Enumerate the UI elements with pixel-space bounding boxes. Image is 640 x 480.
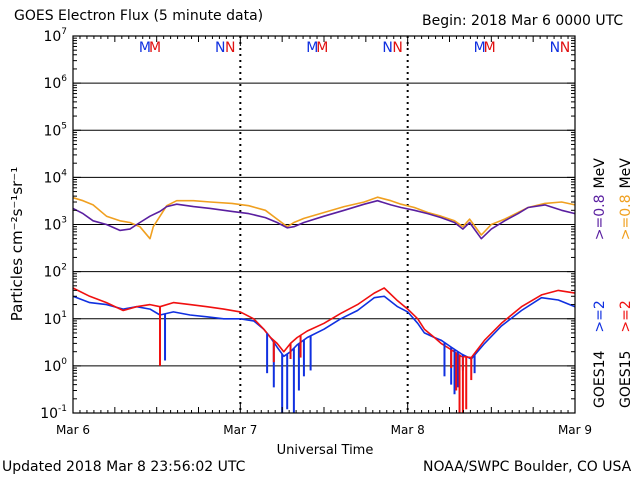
y-tick-label: 106 xyxy=(43,74,67,92)
grid-layer xyxy=(73,36,575,413)
marker-n: N xyxy=(225,40,235,56)
marker-n: N xyxy=(382,40,392,56)
chart-title: GOES Electron Flux (5 minute data) xyxy=(14,8,264,24)
x-tick-label: Mar 7 xyxy=(223,423,257,437)
y-tick-label: 100 xyxy=(43,357,67,375)
series-layer xyxy=(72,196,576,413)
series-goes14-2-mev xyxy=(72,295,576,360)
x-tick-label: Mar 9 xyxy=(558,423,592,437)
marker-m: M xyxy=(474,40,486,56)
y-tick-label: 103 xyxy=(43,216,67,234)
marker-n: N xyxy=(550,40,560,56)
series-goes15-0-8-mev xyxy=(72,196,576,240)
updated-timestamp: Updated 2018 Mar 8 23:56:02 UTC xyxy=(2,459,246,475)
y-tick-label: 107 xyxy=(43,27,67,45)
axis-layer: 10-1 100 101 102 103 104 105 106 107 Mar 6 Mar 7 Ma… xyxy=(40,27,592,437)
marker-n: N xyxy=(392,40,402,56)
marker-n: N xyxy=(215,40,225,56)
y-tick-label: 102 xyxy=(43,263,67,281)
y-axis-label: Particles cm⁻²s⁻¹sr⁻¹ xyxy=(8,167,26,321)
marker-m: M xyxy=(316,40,328,56)
marker-n: N xyxy=(560,40,570,56)
legend-goes14: GOES14>=2>=0.8MeV xyxy=(592,158,608,408)
marker-m: M xyxy=(149,40,161,56)
marker-m: M xyxy=(139,40,151,56)
begin-time-label: Begin: 2018 Mar 6 0000 UTC xyxy=(422,13,624,29)
series-goes15-2-mev xyxy=(72,287,576,359)
y-tick-label: 104 xyxy=(43,168,67,186)
x-tick-label: Mar 6 xyxy=(56,423,90,437)
marker-m: M xyxy=(306,40,318,56)
credit-label: NOAA/SWPC Boulder, CO USA xyxy=(423,459,632,475)
y-tick-label: 101 xyxy=(43,310,67,328)
marker-layer: MM N N MM N N MM N N xyxy=(139,40,570,56)
series-goes14-0-8-mev xyxy=(72,199,576,240)
marker-m: M xyxy=(484,40,496,56)
y-tick-label: 105 xyxy=(43,121,67,139)
x-tick-label: Mar 8 xyxy=(391,423,425,437)
x-axis-label: Universal Time xyxy=(277,443,374,458)
legend: GOES14>=2>=0.8MeV GOES15>=2>=0.8MeV xyxy=(592,158,634,408)
y-tick-label: 10-1 xyxy=(40,404,67,422)
legend-goes15: GOES15>=2>=0.8MeV xyxy=(618,158,634,408)
